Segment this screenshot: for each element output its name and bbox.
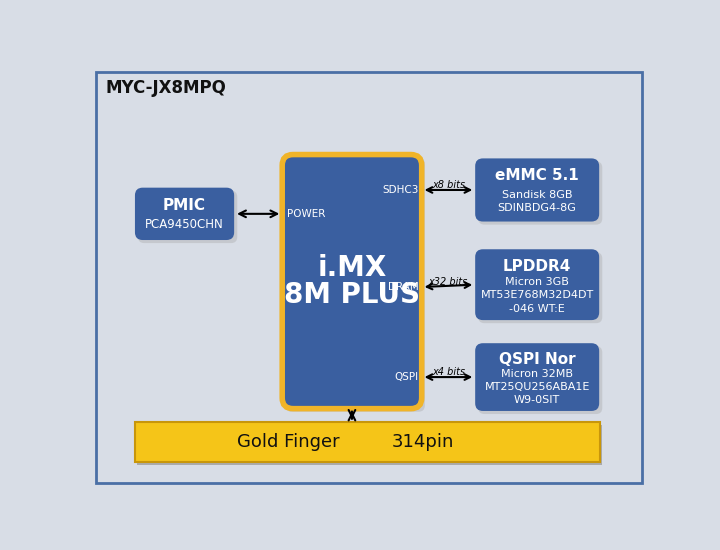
Text: Sandisk 8GB
SDINBDG4-8G: Sandisk 8GB SDINBDG4-8G — [498, 190, 577, 213]
FancyBboxPatch shape — [478, 162, 602, 224]
Text: POWER: POWER — [287, 209, 325, 219]
Text: MYC-JX8MPQ: MYC-JX8MPQ — [106, 79, 226, 97]
Text: 314pin: 314pin — [392, 433, 454, 451]
Text: Micron 32MB
MT25QU256ABA1E
W9-0SIT: Micron 32MB MT25QU256ABA1E W9-0SIT — [485, 369, 590, 405]
FancyBboxPatch shape — [478, 346, 602, 414]
Text: i.MX: i.MX — [318, 254, 387, 282]
Text: eMMC 5.1: eMMC 5.1 — [495, 168, 579, 183]
Text: LPDDR4: LPDDR4 — [503, 258, 572, 274]
Text: QSPI: QSPI — [395, 372, 418, 382]
FancyBboxPatch shape — [135, 188, 234, 240]
FancyBboxPatch shape — [478, 252, 602, 323]
FancyBboxPatch shape — [475, 158, 599, 222]
Text: PCA9450CHN: PCA9450CHN — [145, 218, 224, 231]
Text: Gold Finger: Gold Finger — [237, 433, 340, 451]
Text: x4 bits: x4 bits — [432, 367, 465, 377]
Text: 8M PLUS: 8M PLUS — [284, 282, 420, 310]
FancyBboxPatch shape — [475, 343, 599, 411]
FancyBboxPatch shape — [475, 249, 599, 320]
Text: Micron 3GB
MT53E768M32D4DT
-046 WT:E: Micron 3GB MT53E768M32D4DT -046 WT:E — [480, 277, 594, 313]
Text: x8 bits: x8 bits — [432, 180, 465, 190]
Bar — [138, 425, 602, 465]
Text: x32 bits: x32 bits — [428, 277, 468, 287]
FancyBboxPatch shape — [285, 158, 425, 412]
Text: SDHC3: SDHC3 — [382, 185, 418, 195]
Text: QSPI Nor: QSPI Nor — [499, 352, 575, 367]
FancyBboxPatch shape — [138, 191, 238, 243]
Text: PMIC: PMIC — [163, 199, 206, 213]
Text: DRAM: DRAM — [388, 282, 418, 292]
FancyBboxPatch shape — [282, 155, 422, 409]
Bar — [135, 422, 600, 462]
